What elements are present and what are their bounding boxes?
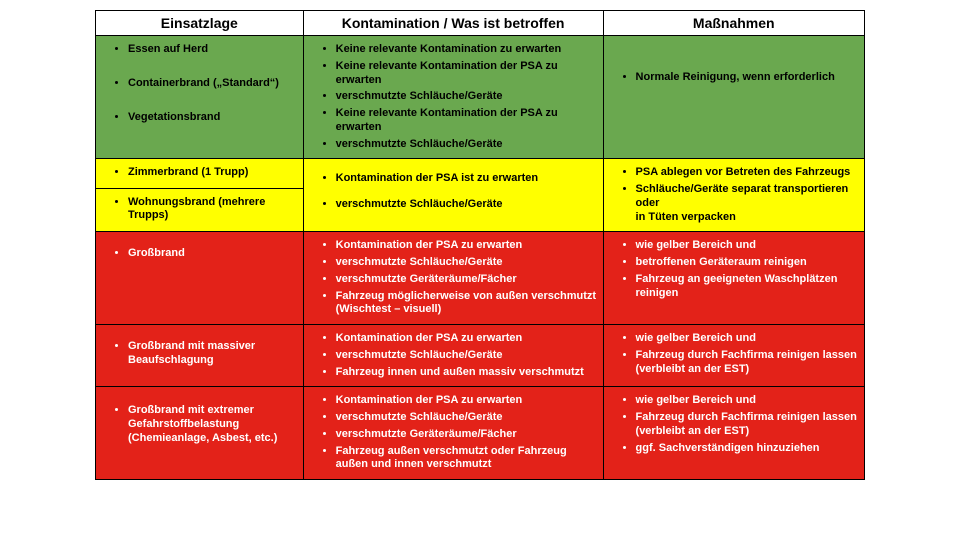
- list-item: Containerbrand („Standard“): [128, 77, 297, 91]
- red2-situation: Großbrand mit massiver Beaufschlagung: [96, 325, 304, 387]
- list-item: verschmutzte Geräteräume/Fächer: [336, 428, 597, 442]
- list-item: Keine relevante Kontamination der PSA zu…: [336, 107, 597, 135]
- red1-situation: Großbrand: [96, 232, 304, 325]
- list-item: Kontamination der PSA zu erwarten: [336, 239, 597, 253]
- list-item: Fahrzeug innen und außen massiv verschmu…: [336, 366, 597, 380]
- red-row-2: Großbrand mit massiver Beaufschlagung Ko…: [96, 325, 865, 387]
- list-item: Großbrand: [128, 247, 297, 261]
- list-item: Fahrzeug außen verschmutzt oder Fahrzeug…: [336, 445, 597, 473]
- yellow-measures: PSA ablegen vor Betreten des Fahrzeugs S…: [603, 159, 864, 232]
- green-measures: Normale Reinigung, wenn erforderlich: [603, 36, 864, 159]
- list-item: ggf. Sachverständigen hinzuziehen: [636, 442, 858, 456]
- table-container: Einsatzlage Kontamination / Was ist betr…: [0, 0, 960, 490]
- green-row: Essen auf Herd Containerbrand („Standard…: [96, 36, 865, 159]
- spacer: [336, 189, 597, 195]
- list-item: wie gelber Bereich und: [636, 239, 858, 253]
- list-item: verschmutzte Geräteräume/Fächer: [336, 273, 597, 287]
- list-item: Wohnungsbrand (mehrere Trupps): [128, 196, 297, 224]
- list-item: wie gelber Bereich und: [636, 332, 858, 346]
- list-item: Zimmerbrand (1 Trupp): [128, 166, 297, 180]
- yellow-situation-bottom: Wohnungsbrand (mehrere Trupps): [96, 188, 304, 232]
- list-item: verschmutzte Schläuche/Geräte: [336, 349, 597, 363]
- red2-measures: wie gelber Bereich und Fahrzeug durch Fa…: [603, 325, 864, 387]
- red2-contamination: Kontamination der PSA zu erwarten versch…: [303, 325, 603, 387]
- list-item: verschmutzte Schläuche/Geräte: [336, 138, 597, 152]
- red1-contamination: Kontamination der PSA zu erwarten versch…: [303, 232, 603, 325]
- header-contamination: Kontamination / Was ist betroffen: [303, 11, 603, 36]
- list-item: Großbrand mit extremer Gefahrstoffbelast…: [128, 404, 297, 445]
- yellow-contamination: Kontamination der PSA ist zu erwarten ve…: [303, 159, 603, 232]
- list-item: wie gelber Bereich und: [636, 394, 858, 408]
- list-item: Fahrzeug an geeigneten Waschplätzen rein…: [636, 273, 858, 301]
- red-row-3: Großbrand mit extremer Gefahrstoffbelast…: [96, 387, 865, 480]
- list-item: Fahrzeug durch Fachfirma reinigen lassen…: [636, 349, 858, 377]
- contamination-table: Einsatzlage Kontamination / Was ist betr…: [95, 10, 865, 480]
- list-item: Normale Reinigung, wenn erforderlich: [636, 71, 858, 85]
- green-situations: Essen auf Herd Containerbrand („Standard…: [96, 36, 304, 159]
- list-item: Fahrzeug möglicherweise von außen versch…: [336, 290, 597, 318]
- list-item: Schläuche/Geräte separat transportieren …: [636, 183, 858, 224]
- list-item: verschmutzte Schläuche/Geräte: [336, 198, 597, 212]
- red1-measures: wie gelber Bereich und betroffenen Gerät…: [603, 232, 864, 325]
- list-item: Essen auf Herd: [128, 43, 297, 57]
- list-item: verschmutzte Schläuche/Geräte: [336, 256, 597, 270]
- list-item: Großbrand mit massiver Beaufschlagung: [128, 340, 297, 368]
- list-item: verschmutzte Schläuche/Geräte: [336, 411, 597, 425]
- header-measures: Maßnahmen: [603, 11, 864, 36]
- list-item: Fahrzeug durch Fachfirma reinigen lassen…: [636, 411, 858, 439]
- list-item: Kontamination der PSA ist zu erwarten: [336, 172, 597, 186]
- list-item: PSA ablegen vor Betreten des Fahrzeugs: [636, 166, 858, 180]
- list-item: Keine relevante Kontamination der PSA zu…: [336, 60, 597, 88]
- green-contamination: Keine relevante Kontamination zu erwarte…: [303, 36, 603, 159]
- list-item: Kontamination der PSA zu erwarten: [336, 394, 597, 408]
- red-row-1: Großbrand Kontamination der PSA zu erwar…: [96, 232, 865, 325]
- list-item: Vegetationsbrand: [128, 111, 297, 125]
- red3-situation: Großbrand mit extremer Gefahrstoffbelast…: [96, 387, 304, 480]
- yellow-situation-top: Zimmerbrand (1 Trupp): [96, 159, 304, 188]
- list-item: Kontamination der PSA zu erwarten: [336, 332, 597, 346]
- spacer: [128, 94, 297, 108]
- red3-contamination: Kontamination der PSA zu erwarten versch…: [303, 387, 603, 480]
- list-item: verschmutzte Schläuche/Geräte: [336, 90, 597, 104]
- yellow-row-1: Zimmerbrand (1 Trupp) Kontamination der …: [96, 159, 865, 188]
- spacer: [128, 60, 297, 74]
- red3-measures: wie gelber Bereich und Fahrzeug durch Fa…: [603, 387, 864, 480]
- list-item: betroffenen Geräteraum reinigen: [636, 256, 858, 270]
- list-item: Keine relevante Kontamination zu erwarte…: [336, 43, 597, 57]
- header-row: Einsatzlage Kontamination / Was ist betr…: [96, 11, 865, 36]
- header-situation: Einsatzlage: [96, 11, 304, 36]
